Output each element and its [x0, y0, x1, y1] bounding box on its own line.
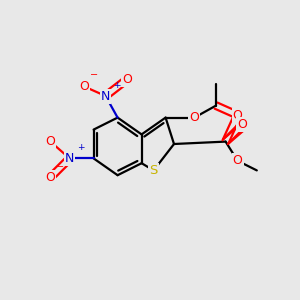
- Text: O: O: [46, 135, 55, 148]
- Text: O: O: [233, 154, 242, 167]
- Text: O: O: [190, 111, 199, 124]
- Text: −: −: [90, 70, 98, 80]
- Text: O: O: [46, 171, 55, 184]
- Text: O: O: [233, 154, 242, 167]
- Text: O: O: [238, 118, 247, 131]
- Text: −: −: [56, 162, 64, 172]
- Text: +: +: [113, 81, 120, 90]
- Text: O: O: [79, 80, 89, 93]
- Text: O: O: [122, 73, 132, 86]
- Text: +: +: [77, 143, 84, 152]
- Text: S: S: [149, 164, 158, 177]
- Text: N: N: [65, 152, 74, 165]
- Text: O: O: [233, 109, 242, 122]
- Text: N: N: [101, 89, 110, 103]
